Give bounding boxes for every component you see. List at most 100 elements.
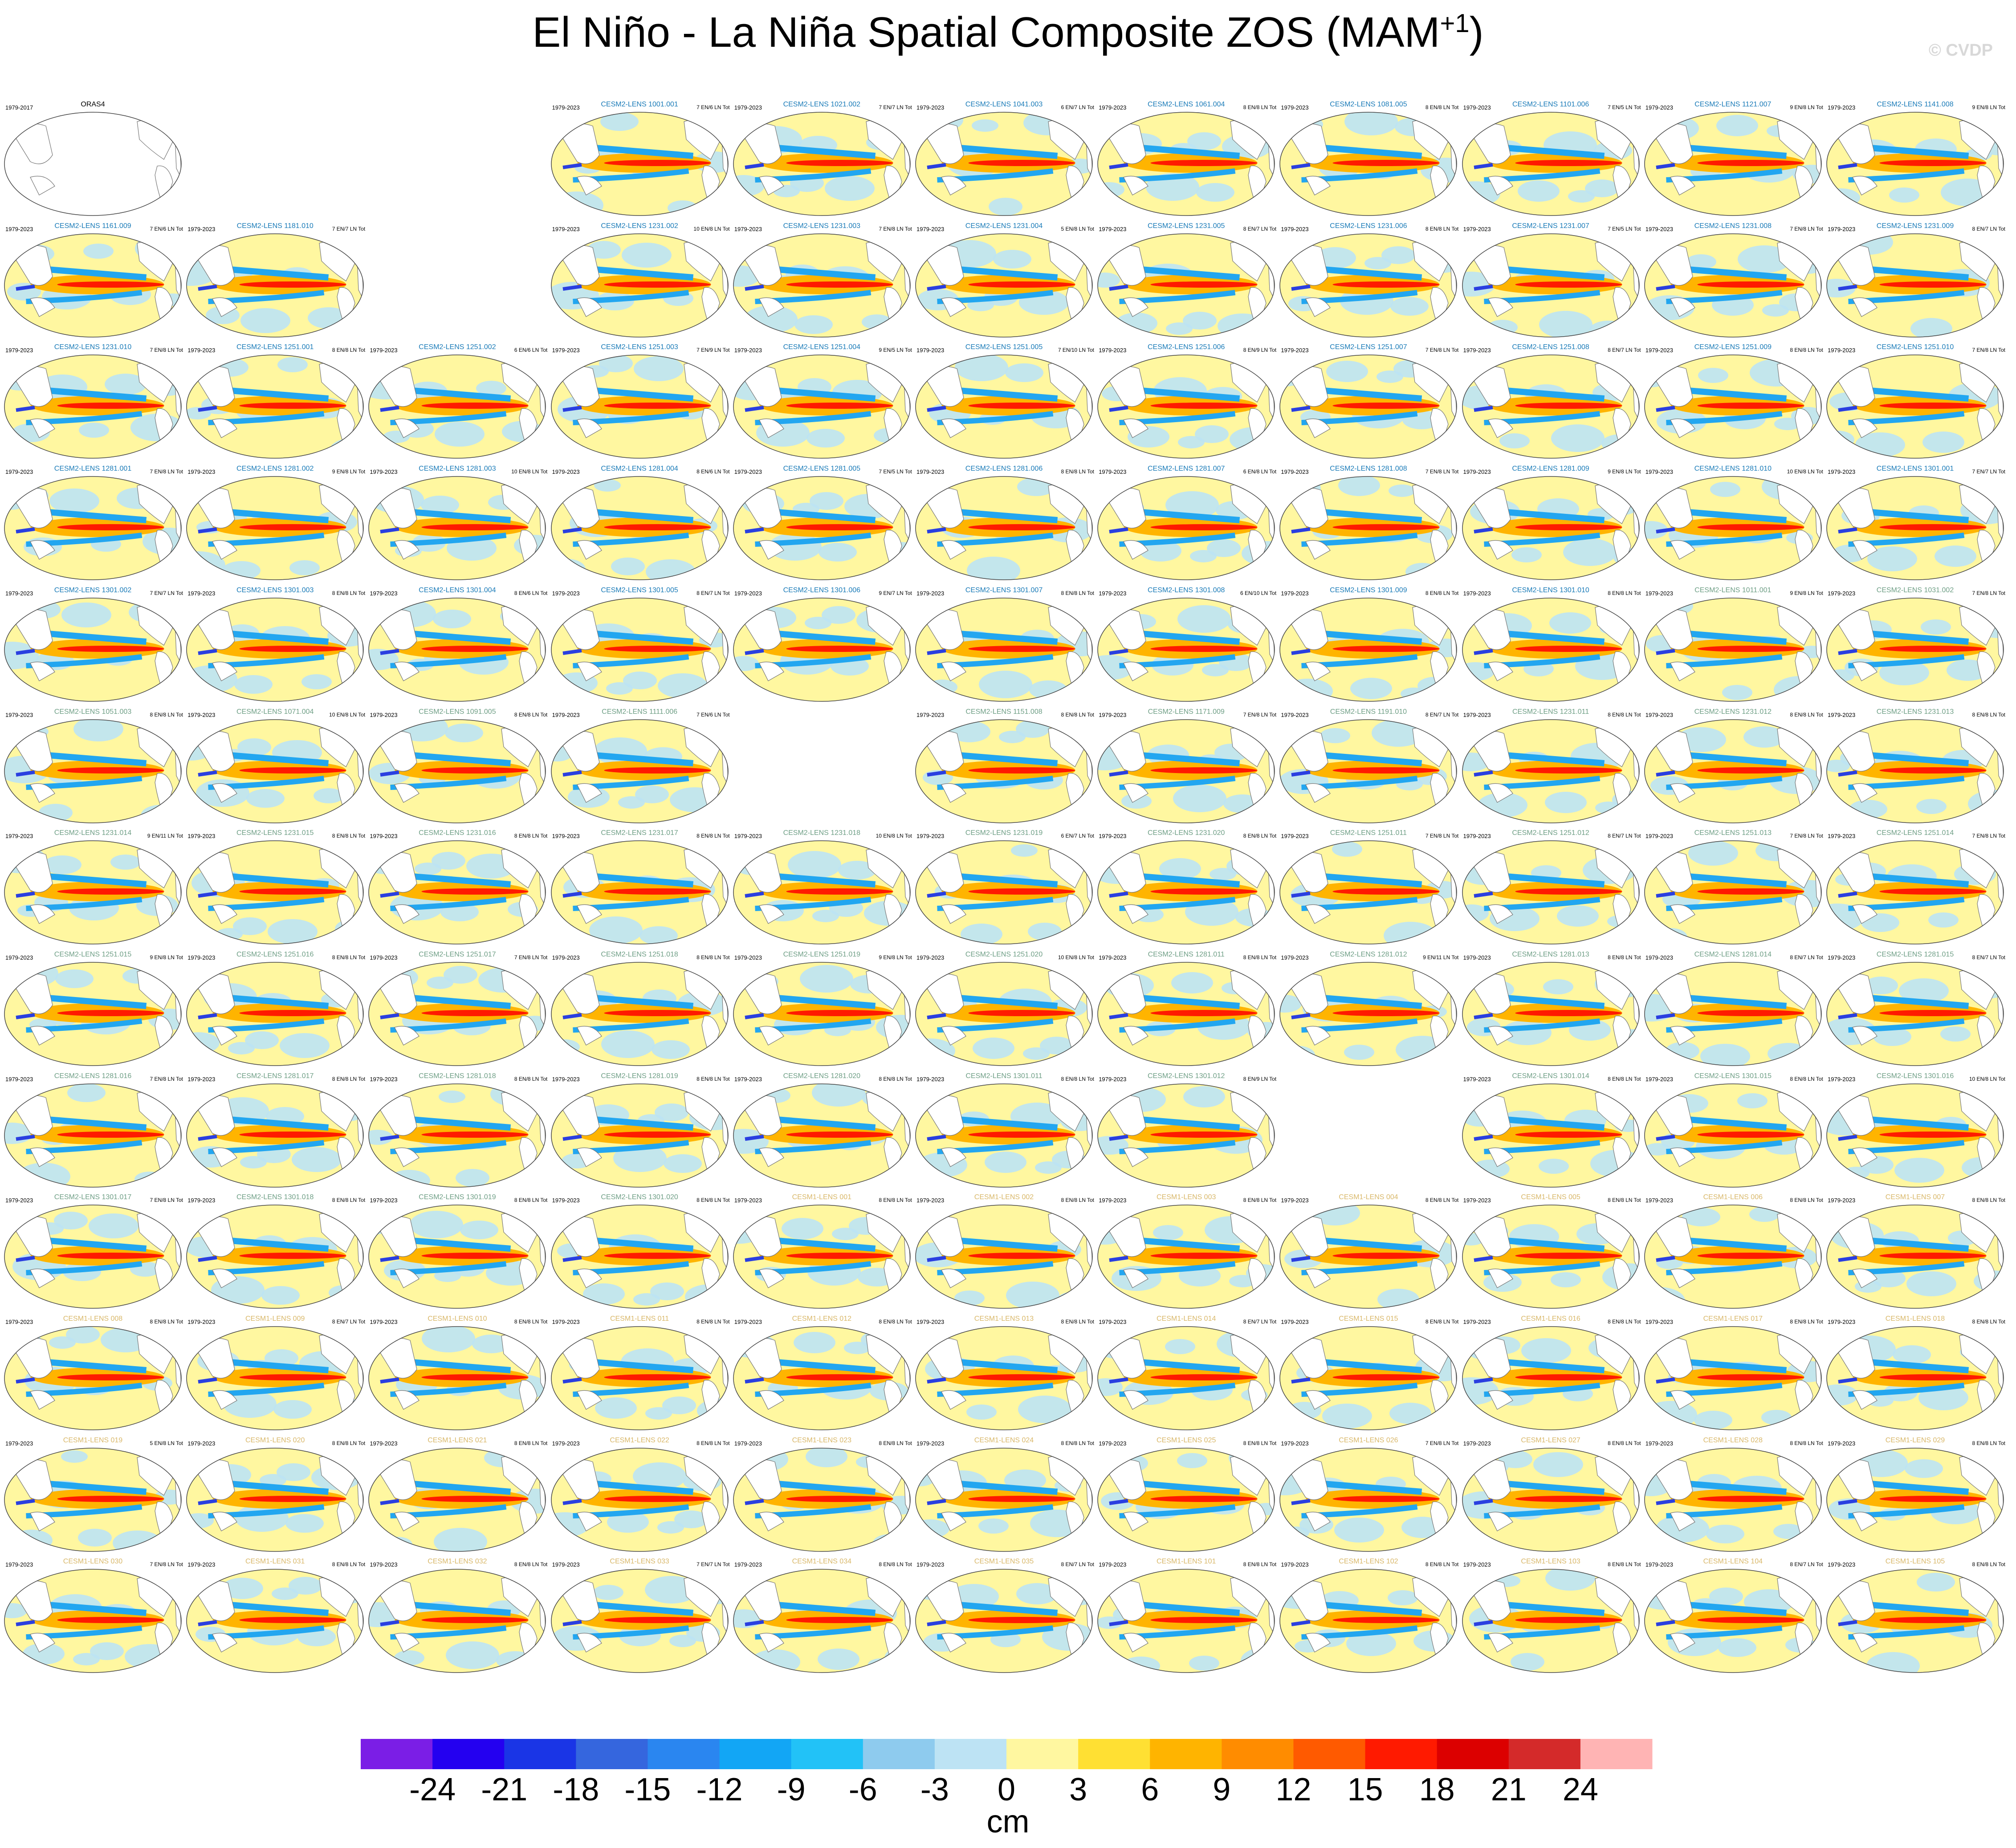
cool-anomaly [369, 1129, 393, 1145]
hot-band [1150, 888, 1258, 895]
panel-title: CESM2-LENS 1231.010 [54, 343, 132, 351]
panel-period: 1979-2023 [1645, 347, 1673, 354]
panel-period: 1979-2023 [1828, 590, 1856, 597]
land-mass [1123, 1511, 1149, 1531]
panel-event-counts: 6 EN/7 LN Tot [1061, 833, 1094, 839]
map-panel: 1979-2023 CESM2-LENS 1001.001 7 EN/6 LN To… [549, 101, 731, 223]
composite-map [368, 840, 546, 944]
cool-anomaly [1344, 1044, 1375, 1060]
hot-band [1697, 1253, 1804, 1259]
panel-period: 1979-2023 [370, 711, 398, 718]
cool-anomaly [410, 1211, 464, 1239]
hot-band [604, 1009, 711, 1016]
deep-cool-band [16, 1377, 35, 1384]
cool-anomaly [1462, 1377, 1499, 1405]
deep-cool-band [1291, 1498, 1311, 1505]
hot-band [1150, 1253, 1258, 1259]
panel-period: 1979-2023 [1463, 347, 1491, 354]
colorbar-swatch [863, 1739, 935, 1769]
hot-band [968, 1131, 1075, 1138]
deep-cool-band [1656, 527, 1675, 534]
panel-title: CESM2-LENS 1231.006 [1330, 222, 1407, 230]
hot-band [1879, 1009, 1987, 1016]
map-border [186, 962, 364, 1066]
land-mass [1670, 1633, 1695, 1653]
deep-cool-band [380, 1498, 399, 1505]
panel-event-counts: 7 EN/8 LN Tot [1243, 711, 1277, 718]
map-border [1644, 840, 1822, 944]
cool-anomaly [1338, 476, 1381, 497]
panel-event-counts: 8 EN/7 LN Tot [1608, 833, 1641, 839]
composite-map [733, 476, 911, 580]
composite-map [1826, 840, 2004, 944]
map-panel: 1979-2023 CESM1-LENS 104 8 EN/7 LN Tot [1642, 1558, 1824, 1680]
hot-band [239, 524, 346, 531]
colorbar-swatch [719, 1739, 792, 1769]
panel-event-counts: 7 EN/6 LN Tot [150, 225, 183, 232]
map-panel: 1979-2023 CESM1-LENS 021 8 EN/8 LN Tot [366, 1437, 548, 1559]
cool-anomaly [1517, 180, 1560, 202]
deep-cool-band [927, 406, 946, 412]
panel-title: CESM2-LENS 1281.016 [54, 1072, 132, 1080]
map-border [550, 1205, 729, 1309]
deep-cool-band [1656, 1134, 1675, 1141]
deep-cool-band [198, 1498, 217, 1505]
land-mass [1123, 1390, 1149, 1410]
panel-period: 1979-2023 [370, 590, 398, 597]
panel-event-counts: 8 EN/8 LN Tot [514, 1440, 548, 1446]
composite-map [1279, 962, 1458, 1066]
cool-anomaly [1866, 1652, 1920, 1673]
hot-band [421, 1253, 529, 1259]
land-mass [758, 904, 784, 924]
composite-map [1644, 1326, 1822, 1430]
panel-title: ORAS4 [81, 101, 105, 108]
map-border [1462, 112, 1640, 216]
land-mass [212, 661, 238, 681]
hot-band [1879, 160, 1987, 166]
deep-cool-band [1474, 1134, 1493, 1141]
hot-band [1515, 888, 1622, 895]
panel-title: CESM2-LENS 1231.004 [965, 222, 1043, 230]
deep-cool-band [1838, 284, 1857, 291]
land-mass [576, 1147, 602, 1167]
map-border [186, 1205, 364, 1309]
cool-anomaly [1916, 798, 1947, 814]
land-mass [1487, 1147, 1513, 1167]
panel-title: CESM2-LENS 1281.013 [1512, 950, 1589, 958]
panel-event-counts: 7 EN/5 LN Tot [879, 468, 912, 475]
cool-anomaly [1917, 1573, 1955, 1592]
panel-period: 1979-2023 [370, 1561, 398, 1568]
panel-period: 1979-2023 [552, 225, 580, 232]
panel-period: 1979-2023 [1463, 1075, 1491, 1083]
panel-period: 1979-2023 [187, 347, 216, 354]
panel-period: 1979-2023 [552, 1075, 580, 1083]
panel-event-counts: 7 EN/8 LN Tot [879, 225, 912, 232]
deep-cool-band [745, 1620, 764, 1627]
panel-event-counts: 8 EN/8 LN Tot [332, 954, 366, 961]
hot-band [421, 1374, 529, 1380]
map-border [368, 1083, 546, 1188]
map-border [186, 354, 364, 459]
hot-band [57, 1617, 164, 1624]
panel-title: CESM1-LENS 032 [428, 1558, 487, 1566]
map-border [186, 598, 364, 702]
composite-map [1279, 112, 1458, 216]
map-panel: 1979-2023 CESM2-LENS 1251.012 8 EN/7 LN To… [1460, 829, 1642, 951]
colorbar-tick-label: -12 [696, 1772, 743, 1807]
panel-period: 1979-2023 [1099, 1075, 1127, 1083]
cool-anomaly [589, 916, 643, 944]
map-panel: 1979-2023 CESM2-LENS 1231.014 9 EN/11 LN T… [2, 829, 184, 951]
cool-anomaly [1584, 179, 1619, 197]
deep-cool-band [745, 1013, 764, 1019]
deep-cool-band [1838, 527, 1857, 534]
map-border [1826, 233, 2004, 338]
hot-band [786, 1253, 893, 1259]
hot-band [604, 281, 711, 288]
panel-title: CESM2-LENS 1251.016 [236, 950, 314, 958]
colorbar-tick-label: 12 [1275, 1772, 1311, 1807]
cool-anomaly [1195, 425, 1229, 444]
panel-title: CESM2-LENS 1281.008 [1330, 465, 1407, 473]
composite-map [1826, 112, 2004, 216]
hot-band [1879, 281, 1987, 288]
cool-anomaly [600, 112, 639, 131]
